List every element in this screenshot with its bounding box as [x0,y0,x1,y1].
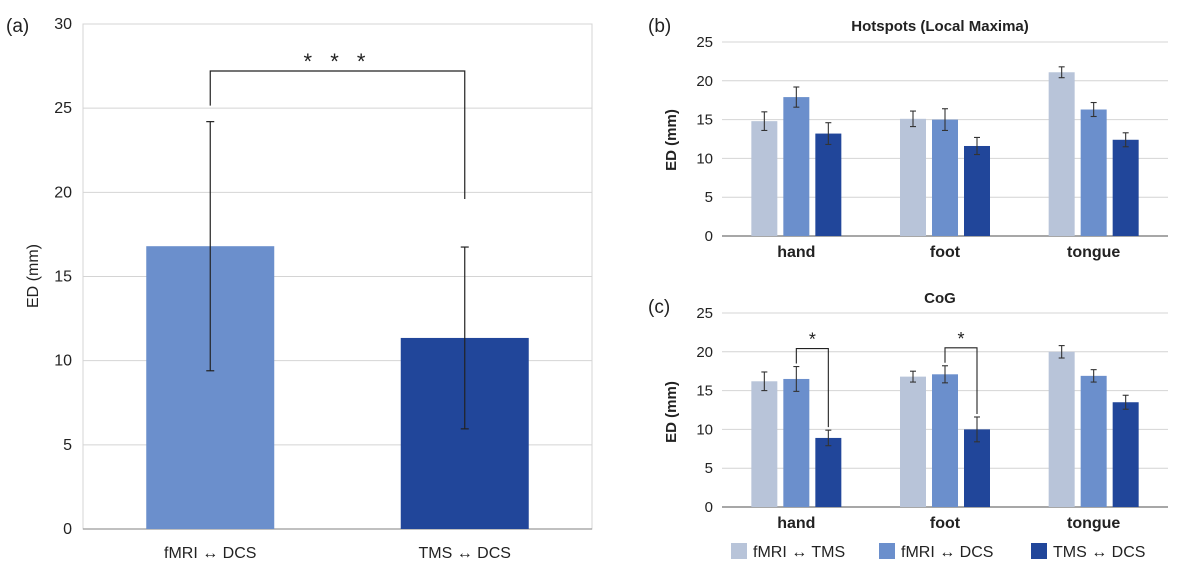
panel-b-bar [815,133,842,236]
panel-c-category-label: tongue [1067,515,1120,532]
panel-a-ytick-label: 5 [63,437,72,454]
panel-b-category-label: tongue [1067,244,1120,261]
panel-b-ytick-label: 10 [696,150,713,167]
panel-c-category-label: hand [777,515,815,532]
panel-c-significance-bracket [795,347,829,428]
panel-a-ytick-label: 25 [54,100,72,117]
panel-a-label: (a) [6,16,29,37]
panel-c-ytick-label: 20 [696,344,713,361]
panel-a-significance-bracket [209,70,466,200]
panel-a: (a) ED (mm) [6,16,42,308]
panel-b-bar [1112,139,1139,236]
panel-c: (c) CoG ED (mm) [648,290,956,443]
panel-b-bar [783,97,810,236]
panel-a-ytick-label: 15 [54,269,72,286]
panel-c-label: (c) [648,297,670,318]
panel-c-bar [783,378,810,507]
panel-b-ytick-label: 0 [705,228,713,245]
panel-a-ytick-label: 10 [54,353,72,370]
panel-b-bar [1080,109,1107,236]
panel-c-ytick-label: 15 [696,383,713,400]
panel-c-ylabel: ED (mm) [663,381,680,443]
plot-layer: 0 5 10 15 20 25 30 fMRI ↔ DCS TMS ↔ DCS * * * 0 5 10… [54,16,1168,562]
panel-a-significance-label: * * * [304,49,372,74]
panel-c-bar [1112,402,1139,507]
legend-swatch [731,543,747,559]
panel-c-significance-bracket [944,347,978,414]
panel-c-ytick-label: 10 [696,421,713,438]
panel-a-category-label: TMS ↔ DCS [419,545,511,562]
panel-c-title: CoG [924,290,956,307]
panel-a-ytick-label: 0 [63,521,72,538]
panel-b-bar [900,118,926,236]
legend-label: fMRI ↔ TMS [753,544,845,561]
panel-b-category-label: hand [777,244,815,261]
panel-c-ytick-label: 0 [705,499,713,516]
panel-c-ytick-label: 5 [705,460,713,477]
panel-b-bar [964,145,990,236]
panel-b-bar [932,119,958,236]
panel-c-significance-label: * [957,329,964,349]
panel-c-bar [932,374,958,507]
panel-c-bar [751,381,778,507]
panel-c-category-label: foot [930,515,961,532]
panel-b-ytick-label: 15 [696,112,713,129]
panel-b-ylabel: ED (mm) [663,109,680,171]
legend-swatch [1031,543,1047,559]
panel-b-bar [751,121,778,236]
panel-b-ytick-label: 5 [705,189,713,206]
panel-a-ytick-label: 30 [54,16,72,33]
panel-a-category-label: fMRI ↔ DCS [164,545,256,562]
panel-a-ytick-label: 20 [54,184,72,201]
panel-c-bar [1048,351,1075,507]
panel-b-title: Hotspots (Local Maxima) [851,18,1029,35]
panel-b-ytick-label: 20 [696,73,713,90]
panel-c-bar [900,376,926,507]
panel-a-ylabel: ED (mm) [25,244,42,308]
panel-b: (b) Hotspots (Local Maxima) ED (mm) [648,16,1029,171]
panel-c-significance-label: * [809,330,816,350]
panel-c-bar [1080,375,1107,507]
panel-b-bar [1048,72,1075,236]
panel-c-bar [815,437,842,507]
legend-swatch [879,543,895,559]
panel-c-ytick-label: 25 [696,305,713,322]
legend-label: fMRI ↔ DCS [901,544,993,561]
legend-label: TMS ↔ DCS [1053,544,1145,561]
panel-b-ytick-label: 25 [696,34,713,51]
panel-b-label: (b) [648,16,671,37]
panel-b-category-label: foot [930,244,961,261]
